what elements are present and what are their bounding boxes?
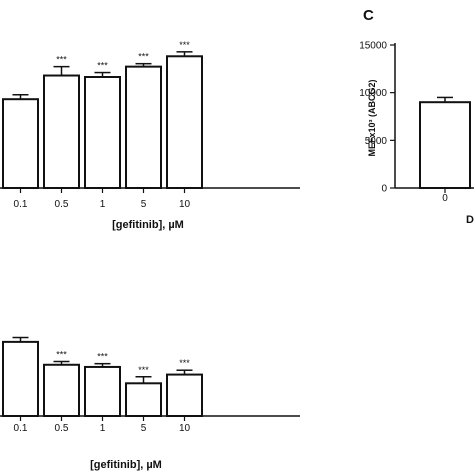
chart-b: 00.10.5***1***5***10***[gefitinib], µM xyxy=(0,336,300,471)
significance-label: *** xyxy=(179,40,190,50)
x-tick-label: 10 xyxy=(179,423,191,434)
x-tick-label: 5 xyxy=(141,199,147,210)
x-tick-label: 10 xyxy=(179,199,191,210)
bar xyxy=(419,101,471,189)
bar xyxy=(43,74,80,189)
bar xyxy=(84,76,121,189)
x-tick-label: 1 xyxy=(100,199,106,210)
chart-a: 00.10.5***1***5***10***[gefitinib], µM xyxy=(0,40,300,231)
bar xyxy=(84,365,121,418)
x-tick-label: 0.1 xyxy=(14,423,28,434)
significance-label: *** xyxy=(56,55,67,65)
bar xyxy=(125,382,162,417)
x-tick-label: 1 xyxy=(100,423,106,434)
significance-label: *** xyxy=(97,61,108,71)
bar xyxy=(166,55,203,189)
significance-label: *** xyxy=(138,52,149,62)
y-tick-label: 15000 xyxy=(359,41,387,52)
x-axis-label: [gefitinib], µM xyxy=(90,459,162,471)
significance-label: *** xyxy=(179,358,190,368)
y-axis-label: MEFx10³ (ABCG2) xyxy=(367,79,377,156)
bar xyxy=(166,373,203,417)
x-tick-label: 0 xyxy=(442,193,448,204)
x-tick-label: 5 xyxy=(141,423,147,434)
x-tick-label: 0.1 xyxy=(14,199,28,210)
x-axis-label: D xyxy=(466,214,474,226)
y-tick-label: 10000 xyxy=(359,88,387,99)
bar xyxy=(2,340,39,418)
significance-label: *** xyxy=(56,350,67,360)
bar xyxy=(125,65,162,189)
y-tick-label: 5000 xyxy=(365,136,388,147)
x-tick-label: 0.5 xyxy=(55,199,69,210)
bar xyxy=(2,98,39,189)
bar xyxy=(43,363,80,417)
panel-label: C xyxy=(363,7,374,24)
significance-label: *** xyxy=(97,352,108,362)
chart-c: 0 D 0 5000 10000 15000 MEFx10³ (ABCG2) C xyxy=(359,7,474,226)
x-axis-label: [gefitinib], µM xyxy=(112,219,184,231)
significance-label: *** xyxy=(138,365,149,375)
y-tick-label: 0 xyxy=(381,184,387,195)
x-tick-label: 0.5 xyxy=(55,423,69,434)
